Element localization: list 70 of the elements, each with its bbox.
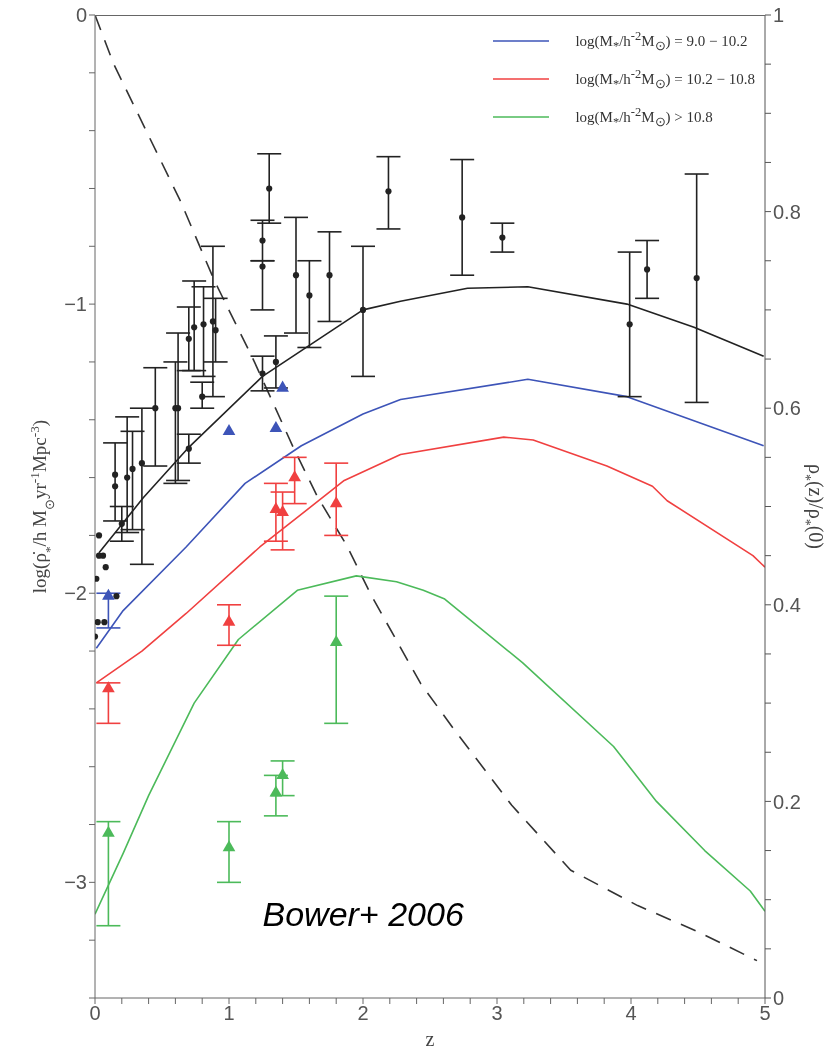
y2-tick-label: 0.4 xyxy=(773,593,801,616)
point xyxy=(185,445,192,452)
annotation: Bower+ 2006 xyxy=(262,894,464,934)
point xyxy=(95,619,101,626)
x-tick-label: 2 xyxy=(357,1002,369,1025)
point xyxy=(259,237,266,244)
point xyxy=(102,825,115,837)
point xyxy=(276,380,289,392)
point xyxy=(459,214,466,221)
point xyxy=(102,564,109,571)
point xyxy=(102,681,115,693)
point xyxy=(212,327,219,334)
point xyxy=(222,614,236,626)
x-tick-label: 1 xyxy=(223,1002,235,1025)
point xyxy=(306,292,313,299)
point xyxy=(329,496,343,508)
point xyxy=(269,785,283,797)
y2-tick-label: 1 xyxy=(773,4,785,27)
point xyxy=(112,471,119,478)
point xyxy=(95,532,103,539)
point xyxy=(292,272,300,279)
y-tick-label: −2 xyxy=(64,582,87,605)
y2-tick-label: 0 xyxy=(773,987,785,1010)
point xyxy=(693,275,700,282)
y-tick-label: 0 xyxy=(75,4,87,27)
point xyxy=(101,619,108,626)
point xyxy=(266,185,273,192)
point xyxy=(113,593,120,600)
point xyxy=(643,266,651,273)
point xyxy=(118,520,125,527)
point xyxy=(269,421,283,433)
point xyxy=(259,263,266,270)
x-tick-label: 4 xyxy=(625,1002,637,1025)
x-tick-label: 5 xyxy=(759,1002,771,1025)
point xyxy=(359,306,367,313)
point xyxy=(326,272,333,279)
point xyxy=(124,474,131,481)
point xyxy=(199,393,206,400)
point xyxy=(152,405,159,412)
point xyxy=(200,321,207,328)
y2-tick-label: 0.6 xyxy=(773,397,801,420)
legend-label: log(M$_{*}$/h$^{-2}$M$_{⊙}$) = 9.0 − 10.2 xyxy=(575,28,748,54)
point xyxy=(191,324,198,331)
point xyxy=(276,768,289,780)
legend-label: log(M$_{*}$/h$^{-2}$M$_{⊙}$) > 10.8 xyxy=(575,104,713,130)
legend-label: log(M$_{*}$/h$^{-2}$M$_{⊙}$) = 10.2 − 10.8 xyxy=(575,66,755,92)
point xyxy=(626,321,633,328)
line-series xyxy=(95,378,765,649)
point xyxy=(385,188,392,195)
point xyxy=(499,234,506,241)
line-series xyxy=(95,15,758,962)
point xyxy=(102,588,115,600)
point xyxy=(222,423,236,435)
point xyxy=(272,358,279,366)
point xyxy=(138,460,145,467)
x-tick-label: 3 xyxy=(491,1002,503,1025)
x-tick-label: 0 xyxy=(89,1002,101,1025)
y-tick-label: −1 xyxy=(64,293,87,316)
point xyxy=(112,483,119,490)
y2-tick-label: 0.8 xyxy=(773,200,801,223)
point xyxy=(288,470,302,482)
point xyxy=(185,335,192,342)
point xyxy=(259,370,266,377)
point xyxy=(95,575,100,582)
point xyxy=(222,840,236,852)
point xyxy=(329,635,343,647)
x-axis-title: z xyxy=(425,1028,435,1050)
y-tick-label: −3 xyxy=(64,871,87,894)
point xyxy=(129,465,136,472)
y2-tick-label: 0.2 xyxy=(773,790,801,813)
